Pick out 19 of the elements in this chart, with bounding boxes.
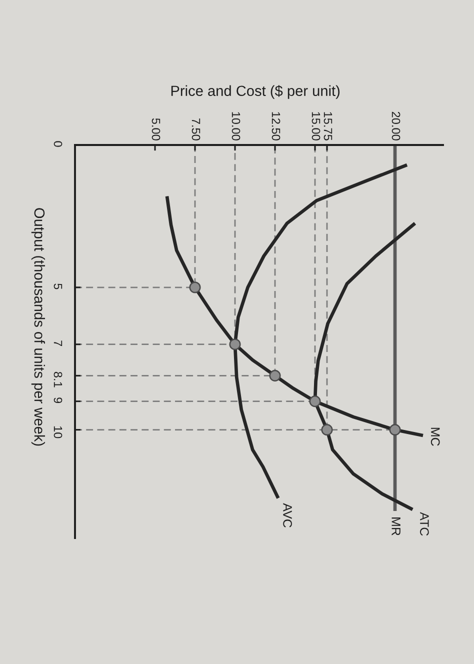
- y-tick-label: 9: [54, 398, 62, 404]
- y-tick-label: 10: [54, 426, 62, 438]
- y-tick-label: 5: [54, 284, 62, 290]
- y-axis-title: Output (thousands of units per week): [31, 208, 45, 446]
- x-tick-label: 5.00: [152, 118, 160, 140]
- x-tick-label: 7.50: [192, 118, 200, 140]
- text: MC: [430, 428, 440, 446]
- text: MR: [392, 518, 400, 536]
- text: ATC: [420, 512, 429, 536]
- x-tick-label: 15.75: [324, 112, 332, 140]
- y-tick-label: 8.1: [54, 372, 62, 388]
- x-tick-label: 10.00: [232, 112, 240, 140]
- x-axis-title: Price and Cost ($ per unit): [171, 85, 340, 99]
- x-tick-label: 20.00: [392, 112, 400, 140]
- x-tick-label: 12.50: [272, 112, 280, 140]
- text: AVC: [283, 503, 292, 528]
- y-tick-label: 0: [54, 141, 62, 147]
- y-tick-label: 7: [54, 340, 62, 346]
- x-tick-label: 15.00: [312, 112, 320, 140]
